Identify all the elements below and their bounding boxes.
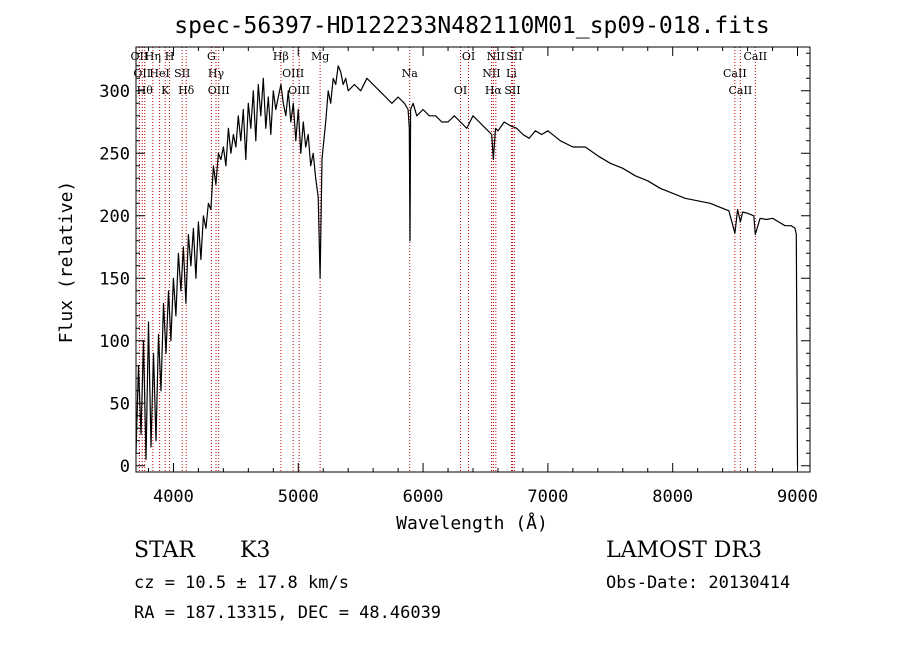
spectral-line-label: OI [454, 84, 467, 97]
plot-frame [135, 46, 811, 473]
x-tick-label: 8000 [652, 487, 693, 507]
redshift-text: cz = 10.5 ± 17.8 km/s [134, 573, 349, 593]
spectral-line-label: CaII [743, 50, 767, 63]
x-tick-label: 6000 [403, 487, 444, 507]
x-tick-label: 9000 [777, 487, 818, 507]
spectrum-line [135, 65, 799, 466]
spectral-line-label: SII [504, 84, 520, 97]
subclass-label: K3 [240, 538, 271, 563]
y-axis-label: Flux (relative) [56, 181, 77, 344]
spectral-line-label: Hδ [178, 84, 195, 97]
spectral-line-label: Hβ [273, 50, 289, 63]
y-tick-label: 200 [99, 207, 130, 227]
survey-label: LAMOST DR3 [606, 538, 762, 563]
spectral-line-label: H [165, 50, 175, 63]
x-tick-label: 5000 [278, 487, 319, 507]
spectral-line-label: OII [131, 50, 149, 63]
y-tick-label: 250 [99, 144, 130, 164]
spectral-line-label: HeI [149, 67, 169, 80]
spectral-line-label: Mg [311, 50, 329, 63]
class-label: STAR [134, 538, 195, 563]
spectral-line-label: CaII [729, 84, 753, 97]
y-tick-label: 50 [110, 394, 130, 414]
x-tick-label: 7000 [527, 487, 568, 507]
spectral-line-label: K [161, 84, 170, 97]
spectral-line-label: Hη [145, 50, 161, 63]
spectral-line-label: Hγ [208, 67, 225, 80]
spectral-line-label: OIII [282, 67, 304, 80]
spectral-line-label: OIII [288, 84, 310, 97]
chart-title: spec-56397-HD122233N482110M01_sp09-018.f… [174, 13, 769, 39]
y-tick-label: 150 [99, 269, 130, 289]
x-tick-label: 4000 [153, 487, 194, 507]
spectral-line-label: NII [482, 67, 500, 80]
coordinates-text: RA = 187.13315, DEC = 48.46039 [134, 603, 442, 623]
spectral-line-label: CaII [723, 67, 747, 80]
y-tick-label: 100 [99, 332, 130, 352]
spectral-line-label: G [207, 50, 216, 63]
y-tick-label: 300 [99, 82, 130, 102]
x-axis-label: Wavelength (Å) [396, 512, 548, 534]
y-tick-label: 0 [120, 457, 130, 477]
spectral-line-label: SII [506, 50, 522, 63]
spectral-line-label: OII [133, 67, 151, 80]
spectral-line-label: OI [462, 50, 475, 63]
spectral-line-label: Hα [485, 84, 503, 97]
spectral-line-label: SII [174, 67, 190, 80]
spectral-line-label: Li [506, 67, 517, 80]
obs-date-text: Obs-Date: 20130414 [606, 573, 791, 593]
spectral-line-label: NII [487, 50, 505, 63]
spectral-line-label: Na [402, 67, 419, 80]
spectral-line-label: OIII [208, 84, 230, 97]
